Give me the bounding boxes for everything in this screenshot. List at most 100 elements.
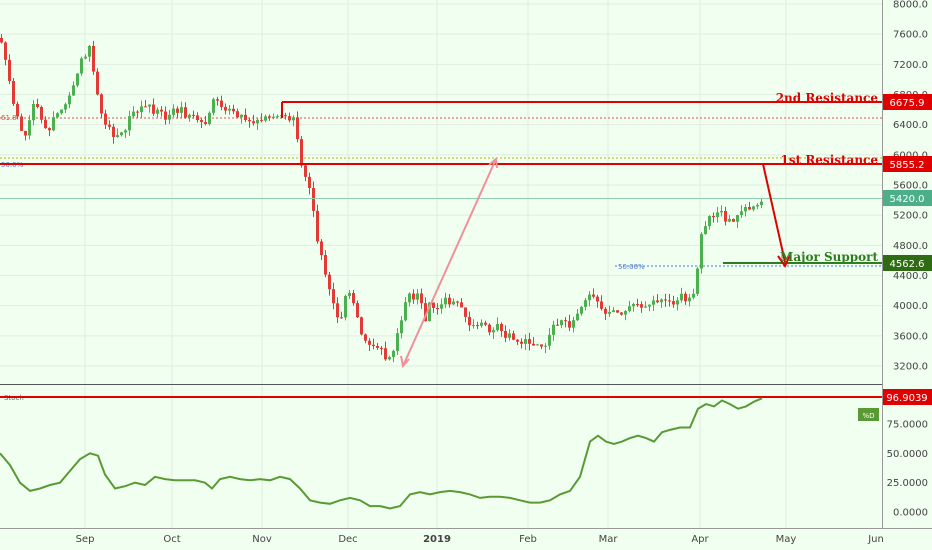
candle-body (0, 37, 3, 43)
time-tick-label: Dec (338, 534, 357, 545)
candle-body (736, 215, 739, 222)
time-tick-label: Sep (76, 534, 95, 545)
candle-body (388, 357, 391, 360)
candle-body (636, 304, 639, 306)
candle-body (424, 303, 427, 322)
candle-body (432, 302, 435, 308)
candle-body (760, 201, 763, 206)
candle-body (644, 306, 647, 308)
candle-body (608, 312, 611, 314)
candle-body (584, 300, 587, 307)
candle-body (104, 113, 107, 125)
candle-body (512, 333, 515, 340)
candle-body (200, 120, 203, 123)
candle-body (756, 205, 759, 207)
candle-body (740, 211, 743, 216)
price-tick-label: 5200.0 (893, 211, 928, 222)
candle-body (664, 299, 667, 301)
candle-body (528, 339, 531, 344)
candle-body (260, 119, 263, 121)
time-tick-label: Mar (599, 534, 619, 545)
second-resistance-label: 2nd Resistance (776, 91, 879, 105)
candle-body (624, 311, 627, 315)
candle-body (676, 300, 679, 305)
candle-body (452, 301, 455, 305)
major-support-label: Major Support (780, 250, 878, 264)
candle-body (640, 304, 643, 308)
candlesticks (0, 34, 763, 363)
candle-body (560, 320, 563, 326)
candle-body (372, 344, 375, 347)
candle-body (496, 323, 499, 331)
candle-body (176, 108, 179, 113)
candle-body (668, 300, 671, 302)
candle-body (716, 212, 719, 218)
candle-body (684, 293, 687, 302)
candle-body (116, 135, 119, 137)
candle-body (600, 301, 603, 309)
candle-body (224, 106, 227, 111)
candle-body (256, 119, 259, 124)
candle-body (488, 324, 491, 333)
candle-body (484, 322, 487, 325)
candle-body (144, 106, 147, 108)
candle-body (548, 334, 551, 346)
candle-body (72, 85, 75, 96)
candle-body (428, 302, 431, 322)
candle-body (720, 210, 723, 213)
candle-body (568, 321, 571, 328)
candle-body (692, 293, 695, 298)
candle-body (516, 339, 519, 342)
candle-body (108, 124, 111, 127)
candle-body (136, 111, 139, 113)
candle-body (112, 126, 115, 137)
candle-body (476, 325, 479, 327)
candle-body (320, 241, 323, 256)
candle-body (160, 109, 163, 112)
candle-body (696, 268, 699, 294)
candle-body (296, 117, 299, 140)
candle-body (340, 317, 343, 319)
candle-body (728, 218, 731, 222)
candle-body (480, 322, 483, 326)
stoch-tick-label: 25.0000 (887, 478, 928, 489)
candle-body (656, 300, 659, 303)
candle-body (324, 255, 327, 275)
candle-body (236, 111, 239, 118)
candle-body (132, 111, 135, 117)
candle-body (188, 114, 191, 118)
candle-body (76, 73, 79, 86)
candle-body (752, 206, 755, 210)
candle-body (352, 292, 355, 304)
candle-body (368, 340, 371, 345)
price-tick-label: 3600.0 (893, 331, 928, 342)
candle-body (508, 333, 511, 338)
candle-body (248, 119, 251, 122)
candle-body (208, 112, 211, 124)
candle-body (592, 294, 595, 297)
price-tick-label: 3200.0 (893, 362, 928, 373)
candle-body (572, 320, 575, 328)
candle-body (348, 292, 351, 297)
candle-body (532, 343, 535, 346)
stoch-legend-badge: %D (858, 408, 879, 421)
candle-body (164, 111, 167, 120)
candle-body (172, 108, 175, 115)
stoch-tick-label: 0.0000 (893, 508, 928, 519)
candle-body (100, 94, 103, 114)
candle-body (356, 303, 359, 318)
stoch-tick-label: 50.0000 (887, 449, 928, 460)
candle-body (328, 274, 331, 290)
candle-body (36, 103, 39, 107)
candle-body (244, 114, 247, 120)
candle-body (48, 128, 51, 131)
candle-body (312, 187, 315, 211)
candle-body (460, 302, 463, 308)
candle-body (440, 304, 443, 309)
stoch-axis-ticks: 75.0000 50.0000 25.0000 0.0000 (887, 420, 928, 519)
candle-body (288, 116, 291, 121)
candle-body (56, 113, 59, 118)
stoch-tag-96: 96.9039 (886, 393, 927, 404)
candle-body (500, 323, 503, 332)
candle-body (612, 310, 615, 313)
